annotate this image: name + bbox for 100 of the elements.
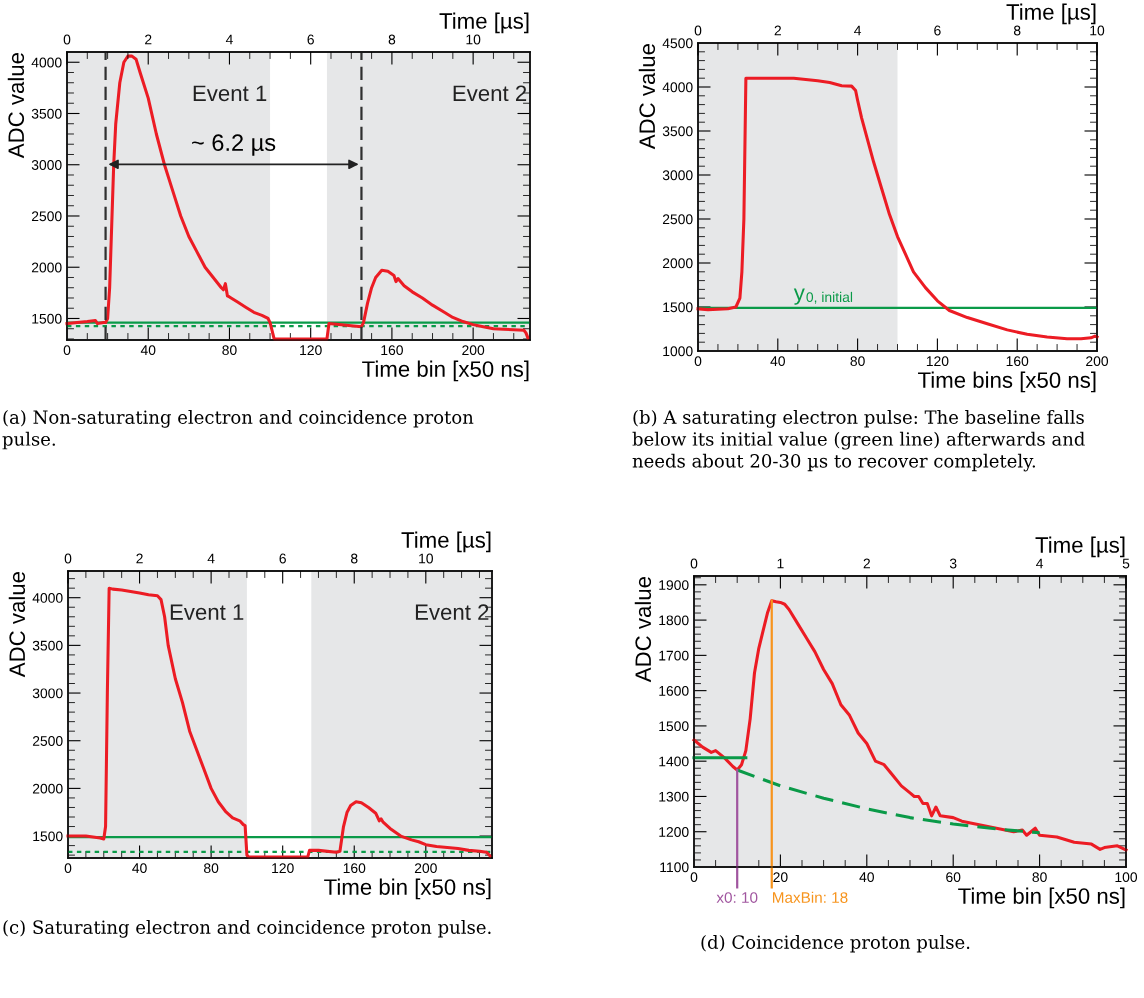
x-tick-label: 120: [300, 345, 322, 356]
x2-tick-label: 1: [777, 558, 784, 569]
x-tick-label: 40: [140, 345, 156, 356]
x2-tick-label: 8: [388, 34, 396, 45]
y-tick-label: 2000: [32, 783, 63, 794]
ref-line-label: MaxBin: 18: [773, 891, 848, 903]
y-tick-label: 2500: [31, 211, 62, 222]
x2-tick-label: 10: [1090, 25, 1105, 36]
line-series: [696, 76, 1099, 341]
x2-tick-label: 2: [774, 25, 781, 36]
y-tick-label: 1500: [33, 831, 63, 842]
y-axis-title: ADC value: [638, 43, 656, 150]
x2-axis-title: Time [µs]: [1006, 3, 1096, 25]
x2-tick-label: 8: [350, 553, 358, 564]
y-tick-label: 1400: [659, 756, 689, 767]
x2-tick-label: 0: [694, 25, 702, 36]
x-tick-label: 200: [462, 345, 485, 356]
y-tick-label: 1600: [659, 685, 689, 696]
text: (c) Saturating electron and coincidence proton pulse.: [3, 920, 491, 938]
x-tick-label: 40: [132, 863, 147, 874]
y-tick-label: 3000: [32, 688, 63, 699]
y-axis-title: ADC value: [7, 52, 25, 159]
band-label: Event 2: [415, 604, 489, 621]
x2-tick-label: 8: [1013, 25, 1021, 36]
x2-tick-label: 6: [307, 34, 314, 45]
y-tick-label: 1100: [660, 862, 689, 873]
x-tick-label: 160: [381, 345, 403, 356]
y-tick-label: 3500: [31, 108, 62, 119]
x2-tick-label: 0: [690, 558, 698, 569]
x2-tick-label: 2: [145, 34, 152, 45]
text: (a) Non-saturating electron and coincidence proton pulse.: [2, 410, 474, 450]
line-series: [735, 768, 1042, 835]
x-tick-label: 0: [690, 872, 698, 883]
y-tick-label: 3000: [31, 160, 62, 170]
band-label: Event 1: [193, 85, 267, 102]
x-tick-label: 0: [63, 345, 71, 356]
x2-tick-label: 4: [207, 553, 215, 564]
x2-tick-label: 6: [934, 25, 941, 36]
y-tick-label: 4000: [31, 57, 62, 68]
y-tick-label: 3500: [32, 640, 63, 651]
y-tick-label: 4000: [32, 593, 63, 603]
x-tick-label: 40: [859, 872, 874, 883]
ref-line-label: y0, initial: [793, 288, 853, 305]
y-tick-label: 2000: [662, 258, 693, 269]
x-tick-label: 40: [770, 356, 785, 367]
x2-tick-label: 10: [466, 34, 481, 45]
x2-tick-label: 4: [225, 34, 233, 45]
x-axis-title: Time bin [x50 ns]: [958, 887, 1125, 909]
x-tick-label: 80: [222, 345, 237, 356]
y-tick-label: 4000: [662, 82, 693, 93]
y-tick-label: 1500: [663, 302, 693, 313]
y-tick-label: 1800: [659, 615, 689, 626]
y-tick-label: 2000: [31, 262, 62, 273]
y-tick-label: 1900: [659, 580, 689, 590]
x-axis-title: Time bin [x50 ns]: [324, 878, 491, 900]
line-series: [65, 54, 530, 341]
x2-tick-label: 6: [279, 553, 286, 564]
text: (d) Coincidence proton pulse.: [701, 935, 970, 953]
y-tick-label: 3500: [662, 126, 693, 137]
y-axis-title: ADC value: [634, 576, 652, 683]
x2-tick-label: 10: [419, 553, 433, 564]
x2-tick-label: 2: [136, 553, 143, 564]
x2-axis-title: Time [µs]: [401, 531, 491, 553]
y-tick-label: 3000: [662, 170, 693, 181]
y-tick-label: 1000: [663, 346, 693, 357]
y-tick-label: 1700: [659, 650, 689, 661]
annotation: ~ 6.2 µs: [192, 134, 276, 156]
x-tick-label: 80: [850, 356, 865, 367]
x2-tick-label: 3: [949, 558, 957, 569]
y-tick-label: 1300: [659, 791, 689, 802]
y-tick-label: 2500: [662, 214, 693, 225]
x-tick-label: 60: [946, 872, 961, 883]
ref-line-label: x0: 10: [716, 892, 758, 903]
x2-tick-label: 2: [863, 558, 870, 569]
x-tick-label: 120: [272, 863, 294, 874]
x2-tick-label: 0: [64, 553, 72, 564]
x-axis-title: Time bins [x50 ns]: [918, 371, 1096, 393]
x-tick-label: 80: [1032, 872, 1047, 883]
text: (b) A saturating electron pulse: The baseline falls below its initial value (green line) afterwards and needs about 20-30 µs to recover completely.: [632, 410, 1085, 472]
x2-tick-label: 5: [1122, 558, 1130, 569]
x-tick-label: 0: [64, 863, 72, 874]
x-tick-label: 200: [414, 863, 437, 874]
x2-axis-title: Time [µs]: [1035, 536, 1125, 558]
x-tick-label: 80: [204, 863, 219, 874]
x-tick-label: 160: [343, 863, 366, 874]
x-tick-label: 200: [1086, 356, 1109, 367]
x-tick-label: 120: [926, 356, 949, 367]
x-tick-label: 20: [773, 872, 788, 883]
x2-axis-title: Time [µs]: [439, 12, 529, 34]
y-tick-label: 4500: [662, 38, 693, 49]
x2-tick-label: 4: [1036, 558, 1044, 569]
y-tick-label: 2500: [32, 736, 63, 746]
band-label: Event 1: [170, 604, 244, 621]
y-tick-label: 1500: [659, 721, 689, 732]
x2-tick-label: 0: [63, 34, 71, 45]
x-tick-label: 100: [1115, 872, 1138, 883]
band-label: Event 2: [453, 85, 527, 102]
x2-tick-label: 4: [854, 25, 862, 36]
x-tick-label: 0: [694, 356, 702, 367]
y-axis-title: ADC value: [8, 571, 26, 678]
